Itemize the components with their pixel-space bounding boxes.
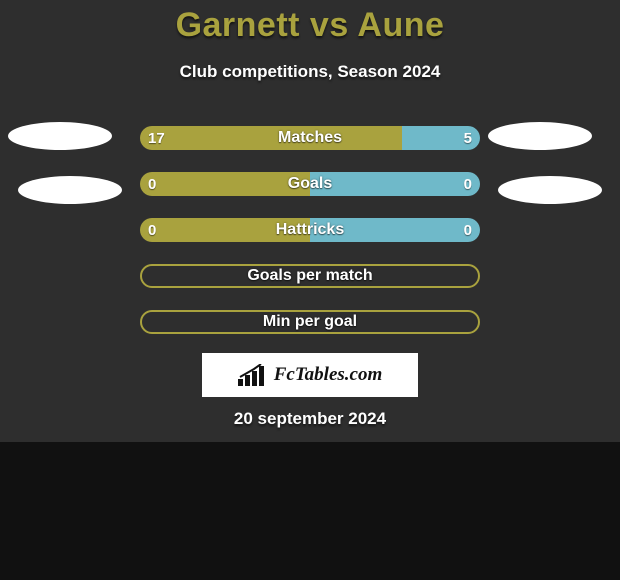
fctables-logo: FcTables.com bbox=[202, 353, 418, 397]
stat-label: Hattricks bbox=[140, 218, 480, 242]
logo-text: FcTables.com bbox=[274, 364, 383, 386]
player-left-ellipse-secondary bbox=[18, 176, 122, 204]
signal-icon bbox=[238, 364, 268, 386]
stat-label: Goals bbox=[140, 172, 480, 196]
stat-label: Goals per match bbox=[142, 266, 478, 286]
player-right-ellipse bbox=[488, 122, 592, 150]
date-text: 20 september 2024 bbox=[0, 409, 620, 429]
comparison-infographic: Garnett vs Aune Club competitions, Seaso… bbox=[0, 0, 620, 580]
stat-bar-goals: 0 0 Goals bbox=[140, 172, 480, 196]
page-subtitle: Club competitions, Season 2024 bbox=[0, 62, 620, 82]
page-title: Garnett vs Aune bbox=[0, 6, 620, 45]
stat-bar-hattricks: 0 0 Hattricks bbox=[140, 218, 480, 242]
player-right-ellipse-secondary bbox=[498, 176, 602, 204]
player-left-ellipse bbox=[8, 122, 112, 150]
stat-bar-min-per-goal: Min per goal bbox=[140, 310, 480, 334]
stat-label: Min per goal bbox=[142, 312, 478, 332]
stat-bar-matches: 17 5 Matches bbox=[140, 126, 480, 150]
stat-label: Matches bbox=[140, 126, 480, 150]
stat-bar-goals-per-match: Goals per match bbox=[140, 264, 480, 288]
